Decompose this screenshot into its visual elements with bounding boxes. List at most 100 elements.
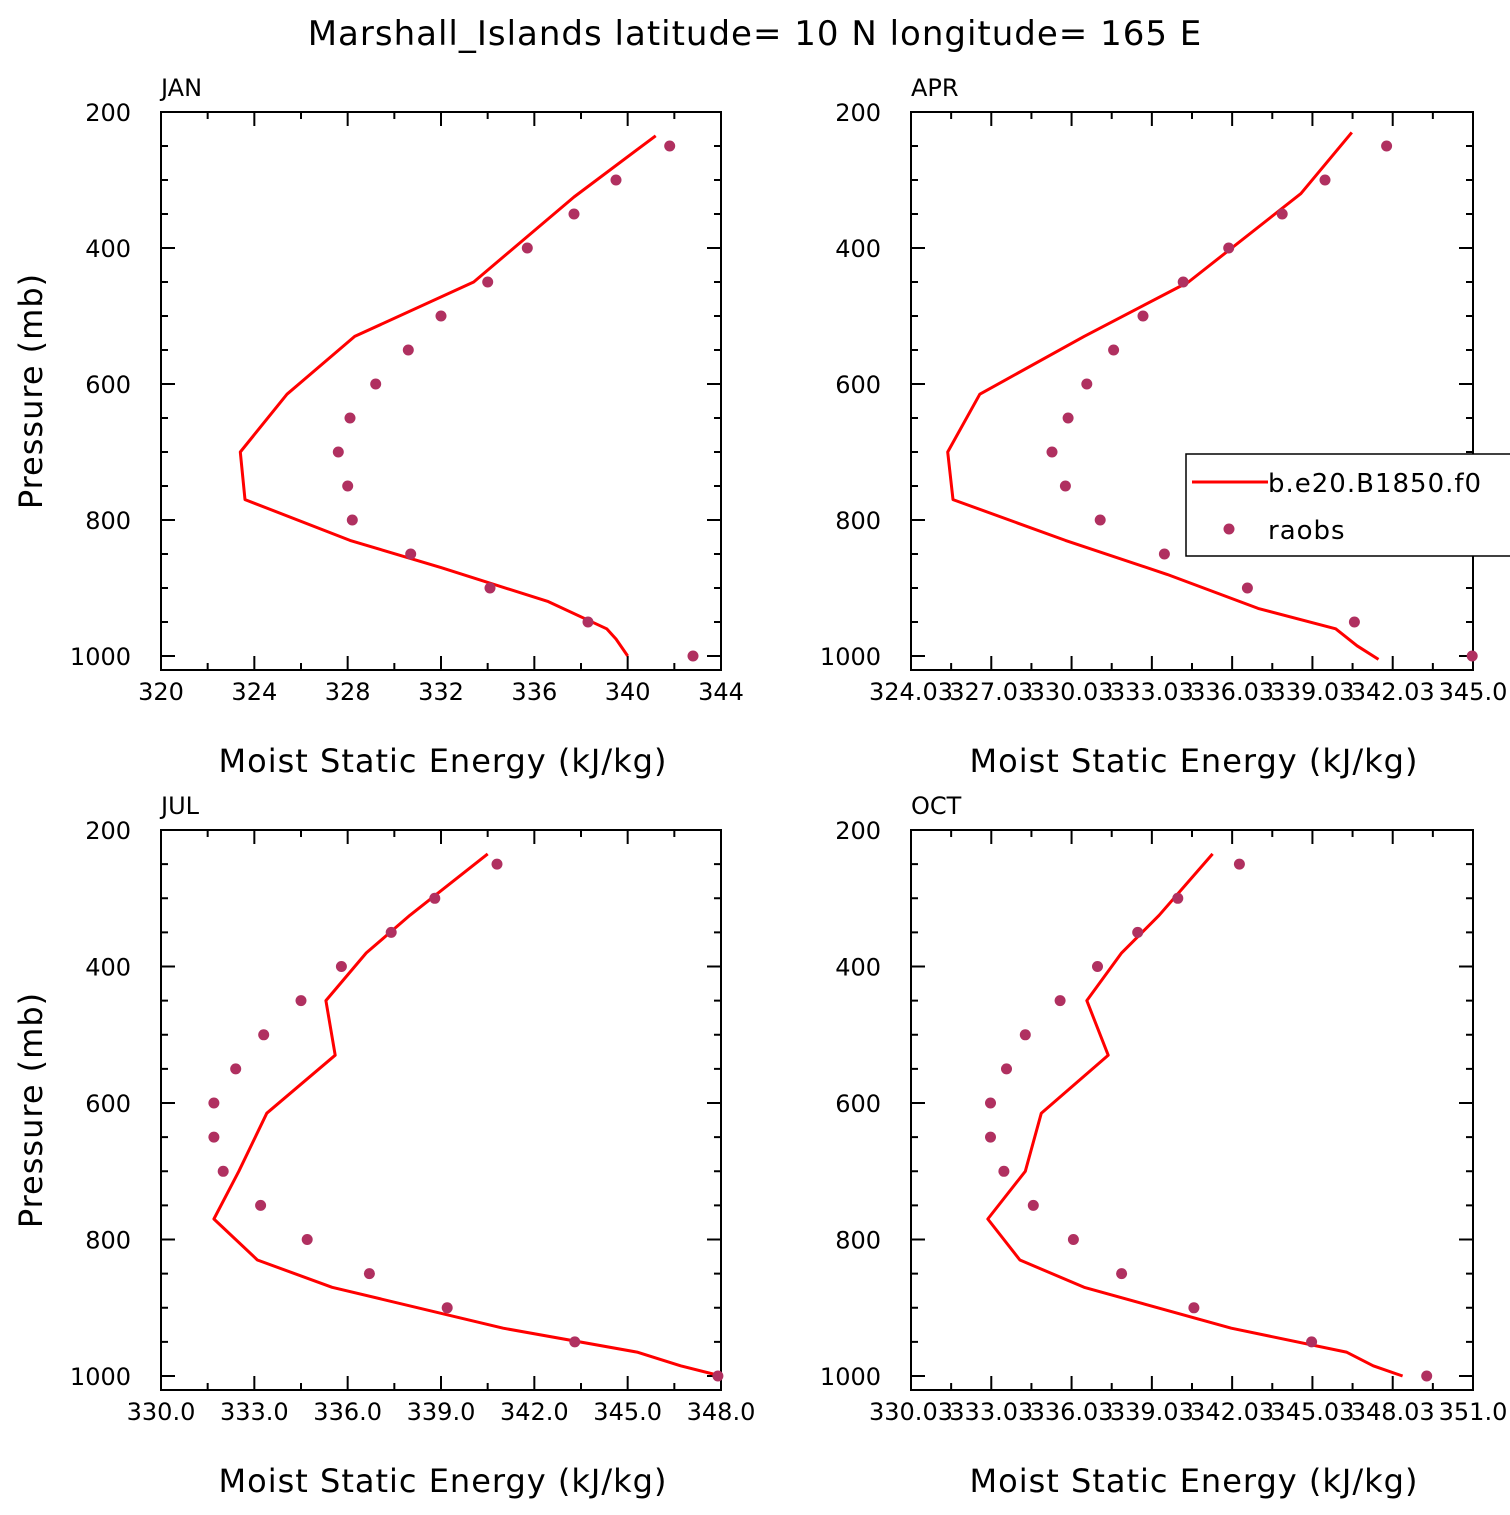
obs-marker-jul — [441, 1302, 453, 1314]
y-tick-label: 200 — [835, 99, 881, 127]
x-axis-title-jul: Moist Static Energy (kJ/kg) — [219, 1462, 668, 1500]
panel-label-oct: OCT — [911, 792, 962, 820]
y-tick-label: 1000 — [70, 1363, 131, 1391]
x-tick-label: 345.03 — [1270, 1398, 1354, 1426]
panel-apr: APR324.03327.03330.03333.03336.03339.033… — [820, 74, 1507, 780]
chart-title: Marshall_Islands latitude= 10 N longitud… — [308, 14, 1203, 54]
y-tick-label: 800 — [85, 1227, 131, 1255]
obs-marker-jan — [521, 242, 533, 254]
y-tick-label: 200 — [85, 817, 131, 845]
x-tick-label: 328 — [325, 678, 371, 706]
plot-frame-jan — [160, 111, 722, 671]
obs-marker-jul — [385, 926, 397, 938]
panels-group: JAN 320 324 328 332 336 340 344 200 400 600 800 1000… — [12, 74, 1507, 1500]
y-tick-label: 1000 — [820, 643, 881, 671]
x-tick-label: 330.03 — [869, 1398, 953, 1426]
obs-marker-jan — [332, 446, 344, 458]
obs-marker-apr — [1158, 548, 1170, 560]
y-tick-label: 400 — [835, 954, 881, 982]
obs-marker-jan — [402, 344, 414, 356]
obs-marker-apr — [1177, 276, 1189, 288]
plot-frame-apr — [910, 111, 1474, 671]
obs-marker-jul — [255, 1199, 267, 1211]
obs-marker-jan — [370, 378, 382, 390]
legend-label-obs: raobs — [1268, 516, 1346, 546]
obs-marker-apr — [1062, 412, 1074, 424]
obs-marker-oct — [1421, 1370, 1433, 1382]
obs-marker-oct — [1306, 1336, 1318, 1348]
y-tick-label: 1000 — [820, 1363, 881, 1391]
obs-marker-jan — [346, 514, 358, 526]
obs-marker-oct — [1233, 858, 1245, 870]
panel-label-jul: JUL — [159, 792, 200, 820]
obs-marker-apr — [1276, 208, 1288, 220]
y-tick-label: 200 — [835, 817, 881, 845]
plot-frame-jul — [160, 829, 722, 1391]
y-axis-title-jan: Pressure (mb) — [12, 273, 50, 509]
y-tick-label: 400 — [835, 235, 881, 263]
obs-marker-apr — [1466, 650, 1478, 662]
obs-marker-oct — [1188, 1302, 1200, 1314]
x-tick-label: 339.0 — [407, 1398, 476, 1426]
obs-marker-jul — [295, 995, 307, 1007]
x-tick-label: 333.0 — [220, 1398, 289, 1426]
obs-marker-apr — [1059, 480, 1071, 492]
obs-marker-jul — [429, 892, 441, 904]
legend-marker-swatch — [1223, 523, 1235, 535]
y-tick-label: 600 — [835, 371, 881, 399]
x-tick-label: 345.0 — [1439, 678, 1508, 706]
x-tick-label: 348.0 — [687, 1398, 756, 1426]
obs-marker-jul — [208, 1097, 220, 1109]
x-tick-label: 336.03 — [1190, 678, 1274, 706]
y-tick-label: 1000 — [70, 643, 131, 671]
legend: b.e20.B1850.f0 raobs — [1185, 453, 1510, 557]
y-tick-label: 200 — [85, 99, 131, 127]
x-tick-label: 351.0 — [1439, 1398, 1508, 1426]
obs-marker-apr — [1108, 344, 1120, 356]
obs-marker-oct — [1116, 1268, 1128, 1280]
x-tick-label: 320 — [138, 678, 184, 706]
panel-jul: JUL 330.0 333.0 336.0 339.0 342.0 345.0 348.0 20… — [12, 792, 755, 1500]
x-tick-label: 336 — [511, 678, 557, 706]
obs-marker-apr — [1319, 174, 1331, 186]
obs-marker-oct — [985, 1097, 996, 1109]
obs-marker-oct — [1027, 1199, 1039, 1211]
obs-marker-jan — [687, 650, 699, 662]
x-tick-label: 324 — [231, 678, 277, 706]
obs-marker-jan — [435, 310, 447, 322]
obs-marker-apr — [1137, 310, 1149, 322]
obs-marker-jan — [484, 582, 496, 594]
x-tick-label: 348.03 — [1351, 1398, 1435, 1426]
x-tick-label: 327.03 — [949, 678, 1033, 706]
obs-marker-jul — [258, 1029, 270, 1041]
obs-marker-apr — [1381, 140, 1393, 152]
x-tick-label: 342.03 — [1190, 1398, 1274, 1426]
obs-marker-jan — [482, 276, 494, 288]
y-tick-label: 400 — [85, 235, 131, 263]
y-tick-label: 600 — [85, 371, 131, 399]
y-tick-label: 400 — [85, 954, 131, 982]
obs-marker-jan — [582, 616, 594, 628]
x-tick-label: 330.03 — [1030, 678, 1114, 706]
obs-marker-jul — [301, 1234, 313, 1245]
legend-box — [1185, 453, 1510, 557]
panel-jan: JAN 320 324 328 332 336 340 344 200 400 600 800 1000… — [12, 74, 744, 780]
obs-marker-oct — [1001, 1063, 1012, 1075]
panel-label-apr: APR — [911, 74, 959, 102]
obs-marker-oct — [1172, 892, 1184, 904]
obs-marker-oct — [1092, 961, 1103, 972]
x-tick-label: 333.03 — [1110, 678, 1194, 706]
obs-marker-apr — [1223, 242, 1235, 254]
x-tick-label: 339.03 — [1270, 678, 1354, 706]
obs-marker-apr — [1241, 582, 1253, 594]
x-tick-label: 340 — [605, 678, 651, 706]
x-tick-label: 344 — [698, 678, 744, 706]
model-profile-line-oct — [986, 852, 1404, 1378]
model-profile-line-jul — [212, 852, 722, 1378]
obs-marker-jul — [230, 1063, 242, 1075]
obs-marker-oct — [1019, 1029, 1031, 1041]
y-tick-label: 800 — [85, 507, 131, 535]
panel-oct: OCT330.03333.03336.03339.03342.03345.033… — [820, 792, 1507, 1500]
x-tick-label: 332 — [418, 678, 464, 706]
